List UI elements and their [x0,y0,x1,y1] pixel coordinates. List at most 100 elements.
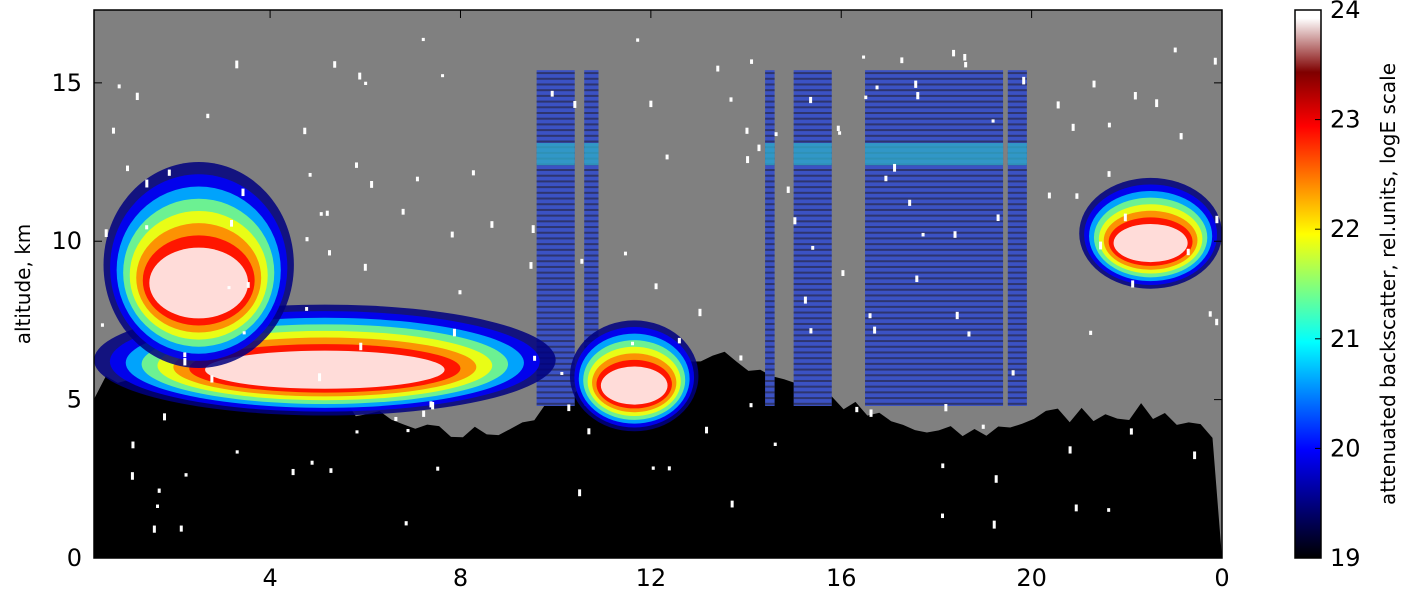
noise-stripe [865,288,1004,291]
noise-stripe [536,294,575,297]
noise-stripe [1007,169,1027,172]
noise-stripe [865,322,1004,325]
noise-stripe [865,317,1004,320]
speckle-point [363,263,367,271]
speckle-point [406,428,410,433]
noise-stripe [865,134,1004,137]
noise-stripe [793,214,832,217]
noise-stripe [793,174,832,177]
colorbar-tick-label: 21 [1330,325,1361,353]
noise-stripe [584,123,599,126]
noise-stripe [1007,191,1027,194]
cloud-features [94,162,1222,432]
noise-stripe [865,345,1004,348]
noise-stripe [865,214,1004,217]
speckle-point [900,57,904,64]
noise-stripe [536,254,575,257]
noise-stripe [536,397,575,400]
noise-band [1007,143,1027,166]
speckle-point [809,328,813,334]
noise-stripe [765,277,775,280]
speckle-point [1208,311,1212,317]
noise-stripe [865,402,1004,405]
noise-stripe [793,271,832,274]
speckle-point [1047,192,1051,199]
noise-stripe [793,129,832,132]
noise-stripe [793,402,832,405]
noise-stripe [536,243,575,246]
noise-stripe [793,391,832,394]
noise-stripe [793,237,832,240]
noise-stripe [765,231,775,234]
noise-stripe [1007,111,1027,114]
noise-stripe [584,328,599,331]
noise-band [793,143,832,166]
noise-stripe [793,94,832,97]
noise-stripe [793,277,832,280]
noise-stripe [536,169,575,172]
noise-stripe [865,340,1004,343]
noise-stripe [765,208,775,211]
noise-stripe [1007,311,1027,314]
speckle-point [329,468,333,473]
speckle-point [104,229,108,237]
noise-stripe [765,271,775,274]
noise-stripe [1007,254,1027,257]
noise-stripe [765,214,775,217]
noise-stripe [793,322,832,325]
noise-stripe [765,83,775,86]
speckle-point [431,401,435,410]
noise-stripe [536,180,575,183]
noise-columns [536,70,1027,406]
x-tick-label: 8 [453,564,468,592]
noise-stripe [793,220,832,223]
speckle-point [773,442,777,446]
speckle-point [745,127,749,134]
speckle-point [875,85,879,90]
noise-stripe [536,265,575,268]
noise-stripe [865,174,1004,177]
noise-stripe [793,203,832,206]
x-axis-ticks: 4 8 12 16 20 0 [262,10,1230,592]
noise-stripe [865,180,1004,183]
speckle-point [135,92,139,101]
noise-stripe [1007,317,1027,320]
noise-stripe [1007,374,1027,377]
noise-stripe [1007,340,1027,343]
speckle-point [996,214,1000,222]
noise-stripe [536,100,575,103]
noise-stripe [1007,334,1027,337]
noise-stripe [584,191,599,194]
noise-stripe [584,277,599,280]
speckle-point [550,90,554,97]
speckle-point [183,352,187,358]
noise-stripe [584,243,599,246]
noise-stripe [1007,123,1027,126]
speckle-point [235,450,239,454]
speckle-point [404,521,408,526]
speckle-point [145,179,149,188]
noise-stripe [536,402,575,405]
x-tick-label: 0 [1214,564,1229,592]
speckle-point [967,331,971,337]
speckle-point [242,331,246,335]
noise-stripe [584,248,599,251]
speckle-point [651,466,655,470]
noise-stripe [584,197,599,200]
speckle-point [145,225,149,230]
noise-stripe [765,94,775,97]
no-signal-region [94,351,1222,558]
noise-stripe [865,186,1004,189]
speckle-point [163,413,167,421]
speckle-point [952,49,956,57]
noise-stripe [536,283,575,286]
noise-stripe [584,83,599,86]
noise-stripe [793,311,832,314]
noise-stripe [793,83,832,86]
noise-stripe [1007,83,1027,86]
noise-stripe [1007,368,1027,371]
noise-stripe [584,260,599,263]
speckle-point [1155,99,1159,108]
noise-stripe [865,123,1004,126]
speckle-point [167,169,171,176]
